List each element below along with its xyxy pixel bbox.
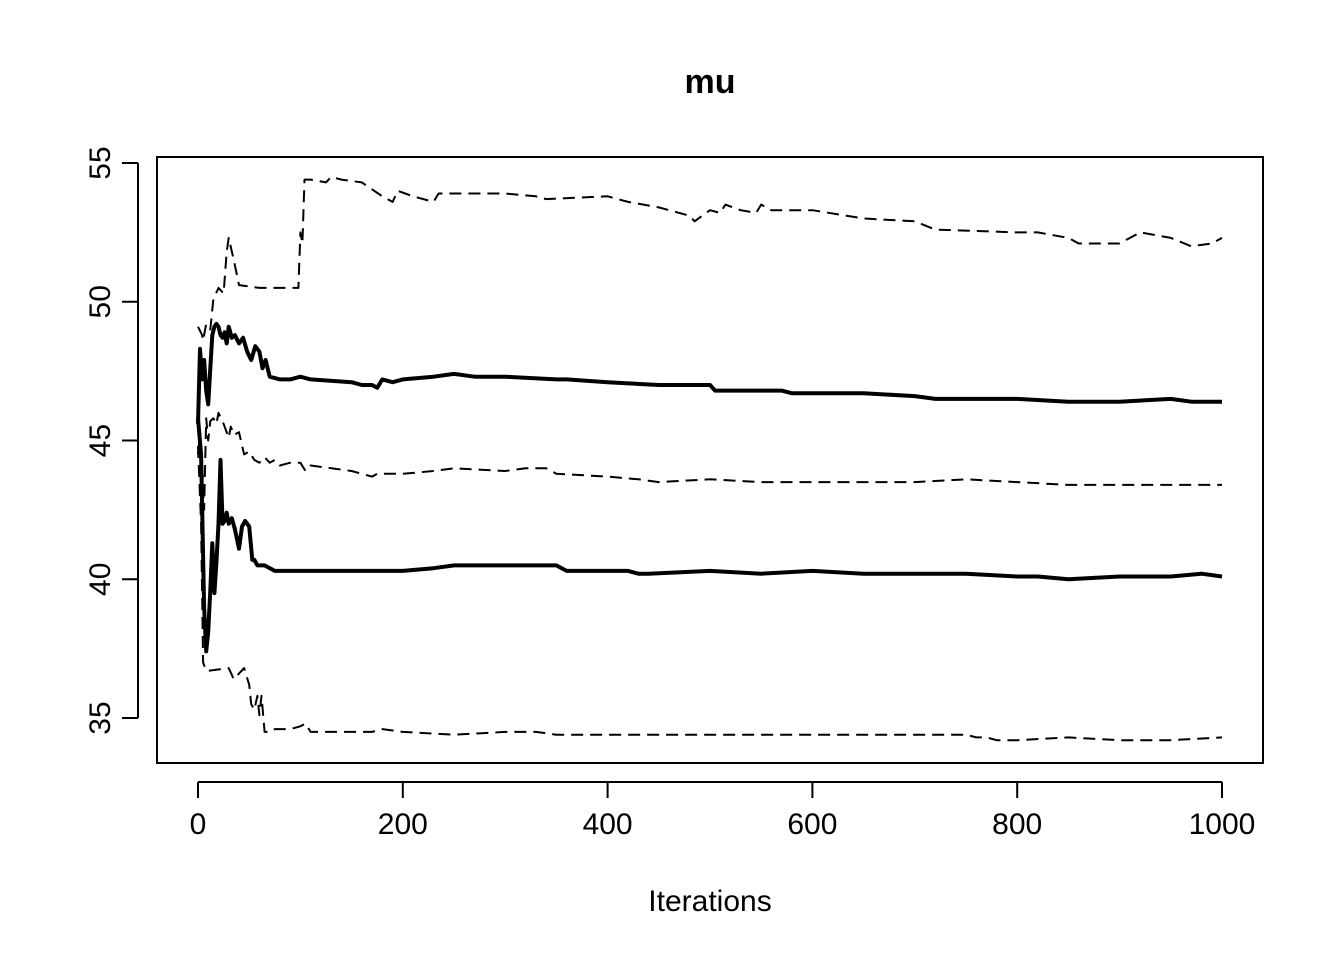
chart-title: mu <box>685 63 736 101</box>
series-line-5-dashed <box>197 446 1223 742</box>
x-tick-label-800: 800 <box>992 808 1042 841</box>
y-tick-label-45: 45 <box>84 424 117 457</box>
y-axis: 35 40 45 50 55 <box>84 146 139 735</box>
y-tick-label-50: 50 <box>84 285 117 318</box>
series-line-1-dashed <box>197 175 1223 342</box>
x-tick-label-400: 400 <box>583 808 633 841</box>
x-tick-label-200: 200 <box>378 808 428 841</box>
y-tick-label-40: 40 <box>84 563 117 596</box>
series-group <box>196 175 1223 742</box>
series-line-3-dashed <box>197 411 1222 511</box>
y-tick-label-35: 35 <box>84 701 117 734</box>
x-tick-label-1000: 1000 <box>1189 808 1256 841</box>
x-axis-label: Iterations <box>648 885 771 918</box>
x-tick-label-0: 0 <box>190 808 207 841</box>
series-line-2-solid <box>196 321 1222 424</box>
x-axis: 0 200 400 600 800 1000 <box>190 781 1256 841</box>
plot-frame <box>156 156 1264 764</box>
series-line-4-solid <box>196 418 1223 654</box>
y-tick-label-55: 55 <box>84 146 117 179</box>
x-tick-label-600: 600 <box>787 808 837 841</box>
